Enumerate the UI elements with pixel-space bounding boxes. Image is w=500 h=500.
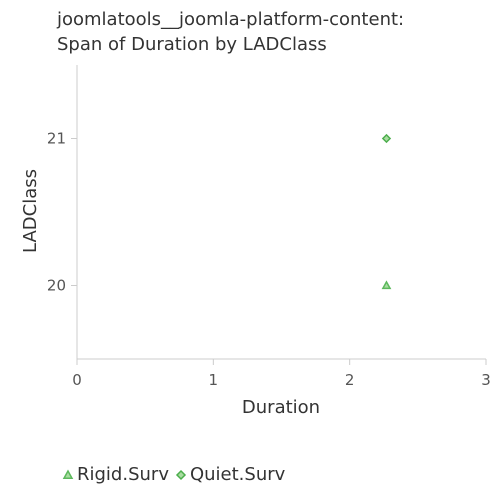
x-tick-label: 3 xyxy=(481,371,491,389)
data-points xyxy=(381,133,392,290)
legend-item-rigid-surv[interactable]: Rigid.Surv xyxy=(62,464,169,485)
tick-labels: 0 1 2 3 20 21 xyxy=(47,130,491,390)
x-tick-label: 2 xyxy=(345,371,355,389)
y-axis-title: LADClass xyxy=(20,169,41,253)
legend-marker xyxy=(62,468,74,479)
diamond-icon xyxy=(175,469,187,480)
x-tick-label: 1 xyxy=(209,371,219,389)
chart-title-line-2: Span of Duration by LADClass xyxy=(57,34,327,55)
legend-label: Quiet.Surv xyxy=(189,464,286,485)
x-tick-label: 0 xyxy=(72,371,82,389)
chart-title: joomlatools__joomla-platform-content: Sp… xyxy=(57,7,497,57)
data-point-quiet-surv xyxy=(381,133,392,144)
data-point-rigid-surv xyxy=(381,280,392,290)
y-tick-label: 21 xyxy=(47,130,66,148)
chart-title-line-1: joomlatools__joomla-platform-content: xyxy=(57,9,405,30)
triangle-icon xyxy=(62,468,74,479)
y-tick-label: 20 xyxy=(47,277,66,295)
legend: Rigid.Surv Quiet.Surv xyxy=(62,464,291,485)
legend-label: Rigid.Surv xyxy=(77,464,169,485)
legend-marker xyxy=(175,469,187,480)
legend-item-quiet-surv[interactable]: Quiet.Surv xyxy=(175,464,285,485)
axes xyxy=(76,65,486,360)
x-axis-title: Duration xyxy=(242,397,320,418)
